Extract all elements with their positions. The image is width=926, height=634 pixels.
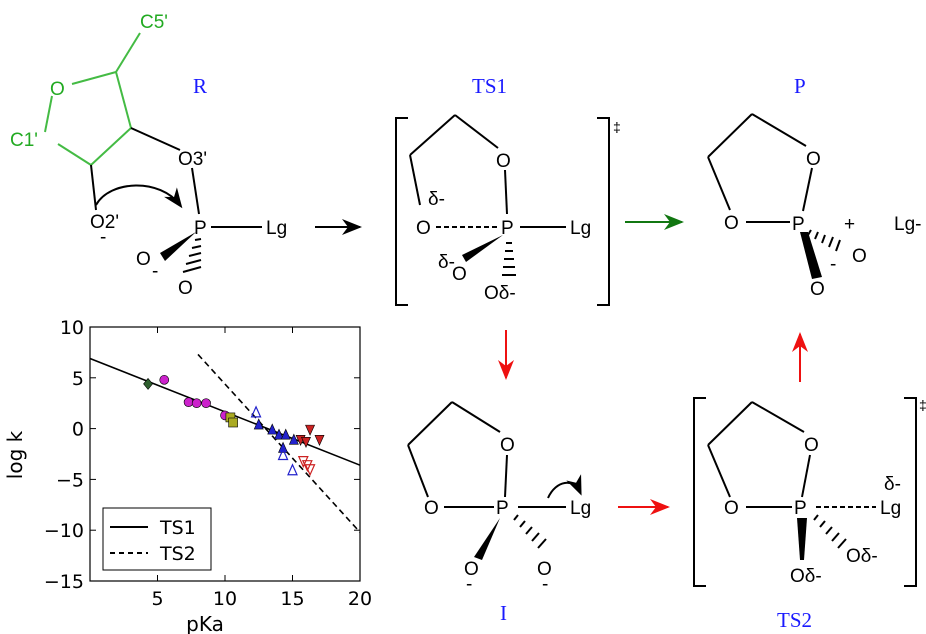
atom-oxygen-delta-hash: Oδ- xyxy=(846,546,878,567)
stage-label-r: R xyxy=(193,74,207,98)
chart-log-k-vs-pka: 5 10 15 20 10 5 0 −5 −10 −15 TS1 TS2 pKa log k xyxy=(3,317,372,634)
data-point xyxy=(287,463,298,476)
atom-phosphorus: P xyxy=(501,218,514,239)
dagger-ts1: ‡ xyxy=(613,119,621,135)
atom-leaving-group: Lg xyxy=(570,498,591,519)
atom-leaving-group: Lg xyxy=(266,218,287,239)
atom-c1: C1' xyxy=(10,130,38,151)
data-point xyxy=(191,398,202,409)
data-point xyxy=(274,428,284,440)
atom-oxygen: O xyxy=(424,498,439,519)
structure-reactant: C5' O C1' O3' O2' - P Lg O - O xyxy=(10,12,287,299)
structure-intermediate: O O P Lg O - O - xyxy=(407,401,591,595)
charge-oxygen-anion: - xyxy=(542,574,548,595)
stage-label-p: P xyxy=(794,74,806,98)
y-axis-label-text: log k xyxy=(3,430,27,479)
charge-delta-nucleophile: δ- xyxy=(428,189,445,210)
structure-ts1: ‡ O O δ- P Lg δ- O Oδ- xyxy=(395,114,621,306)
data-point xyxy=(280,428,291,440)
stage-label-ts1: TS1 xyxy=(472,74,507,98)
charge-o2: - xyxy=(100,227,106,248)
atom-phosphorus: P xyxy=(496,498,509,519)
atom-phosphorus: P xyxy=(794,498,807,519)
stage-label-ts2: TS2 xyxy=(777,608,812,632)
y-tick-label: 10 xyxy=(60,317,84,339)
atom-c5: C5' xyxy=(140,12,168,33)
atom-phosphorus: P xyxy=(194,218,207,239)
data-point xyxy=(267,423,278,435)
y-tick-label: 5 xyxy=(72,368,84,390)
x-tick-label: 20 xyxy=(348,588,372,610)
legend-label-ts2: TS2 xyxy=(159,543,196,565)
data-point xyxy=(278,441,289,453)
atom-oxygen-anion: O xyxy=(464,559,479,580)
atom-oxygen: O xyxy=(852,246,867,267)
atom-oxygen-delta-wedge: Oδ- xyxy=(790,566,822,587)
y-axis-label: log k xyxy=(3,430,27,479)
data-point xyxy=(253,418,264,430)
x-axis-label: pKa xyxy=(186,612,224,634)
atom-o3: O3' xyxy=(178,149,207,170)
data-point xyxy=(301,460,313,473)
atom-oxygen-anion: O xyxy=(537,559,552,580)
atom-oxygen-wedge: O xyxy=(452,264,467,285)
data-point xyxy=(250,405,262,418)
data-point xyxy=(305,424,316,436)
atom-oxygen-anion: O xyxy=(136,249,151,270)
charge-delta-wedge: δ- xyxy=(438,252,455,273)
fit-line-ts2 xyxy=(197,353,360,533)
charge-oxygen-anion: - xyxy=(466,574,472,595)
data-point xyxy=(297,456,309,469)
structure-ts2: ‡ O O P Lg δ- Oδ- Oδ- xyxy=(693,397,926,587)
atom-oxygen: O xyxy=(500,435,515,456)
dagger-ts2: ‡ xyxy=(919,397,926,413)
data-point xyxy=(143,377,153,390)
x-axis-label-text: pKa xyxy=(186,612,224,634)
chart-legend: TS1 TS2 xyxy=(102,507,212,571)
atom-oxygen: O xyxy=(724,498,739,519)
x-tick-label: 10 xyxy=(213,588,237,610)
plus-sign: + xyxy=(844,214,855,235)
charge-oxygen-anion: - xyxy=(152,261,158,282)
atom-oxygen: O xyxy=(806,149,821,170)
leaving-group-anion: Lg- xyxy=(894,214,921,235)
atom-leaving-group: Lg xyxy=(570,218,591,239)
atom-oxygen: O xyxy=(804,435,819,456)
charge-delta-leaving-group: δ- xyxy=(884,474,901,495)
data-point xyxy=(201,398,211,409)
y-tick-label: −10 xyxy=(44,520,84,542)
data-point xyxy=(228,417,238,428)
atom-oxygen: O xyxy=(178,278,193,299)
structure-product: O O P O - O + Lg- xyxy=(707,113,921,300)
atom-leaving-group: Lg xyxy=(880,498,901,519)
x-tick-label: 5 xyxy=(151,588,163,610)
y-tick-label: 0 xyxy=(72,419,84,441)
data-point xyxy=(183,397,194,407)
atom-oxygen-nucleophile: O xyxy=(416,218,431,239)
data-point xyxy=(301,437,311,449)
atom-oxygen: O xyxy=(810,279,825,300)
atom-phosphorus: P xyxy=(792,214,805,235)
atom-oxygen: O xyxy=(496,151,511,172)
x-tick-label: 15 xyxy=(280,588,304,610)
y-tick-label: −15 xyxy=(44,571,84,593)
atom-o2: O2' xyxy=(90,212,119,233)
stage-label-i: I xyxy=(500,601,507,625)
atom-oxygen: O xyxy=(724,213,739,234)
data-point xyxy=(277,448,289,461)
atom-ring-oxygen: O xyxy=(50,79,65,100)
data-point xyxy=(314,434,325,447)
charge-oxygen: - xyxy=(830,254,836,275)
data-point xyxy=(159,375,170,385)
y-tick-label: −5 xyxy=(56,469,84,491)
data-point xyxy=(288,433,299,445)
data-point xyxy=(304,464,316,477)
legend-label-ts1: TS1 xyxy=(159,517,196,539)
charge-delta-hash: Oδ- xyxy=(484,283,516,304)
